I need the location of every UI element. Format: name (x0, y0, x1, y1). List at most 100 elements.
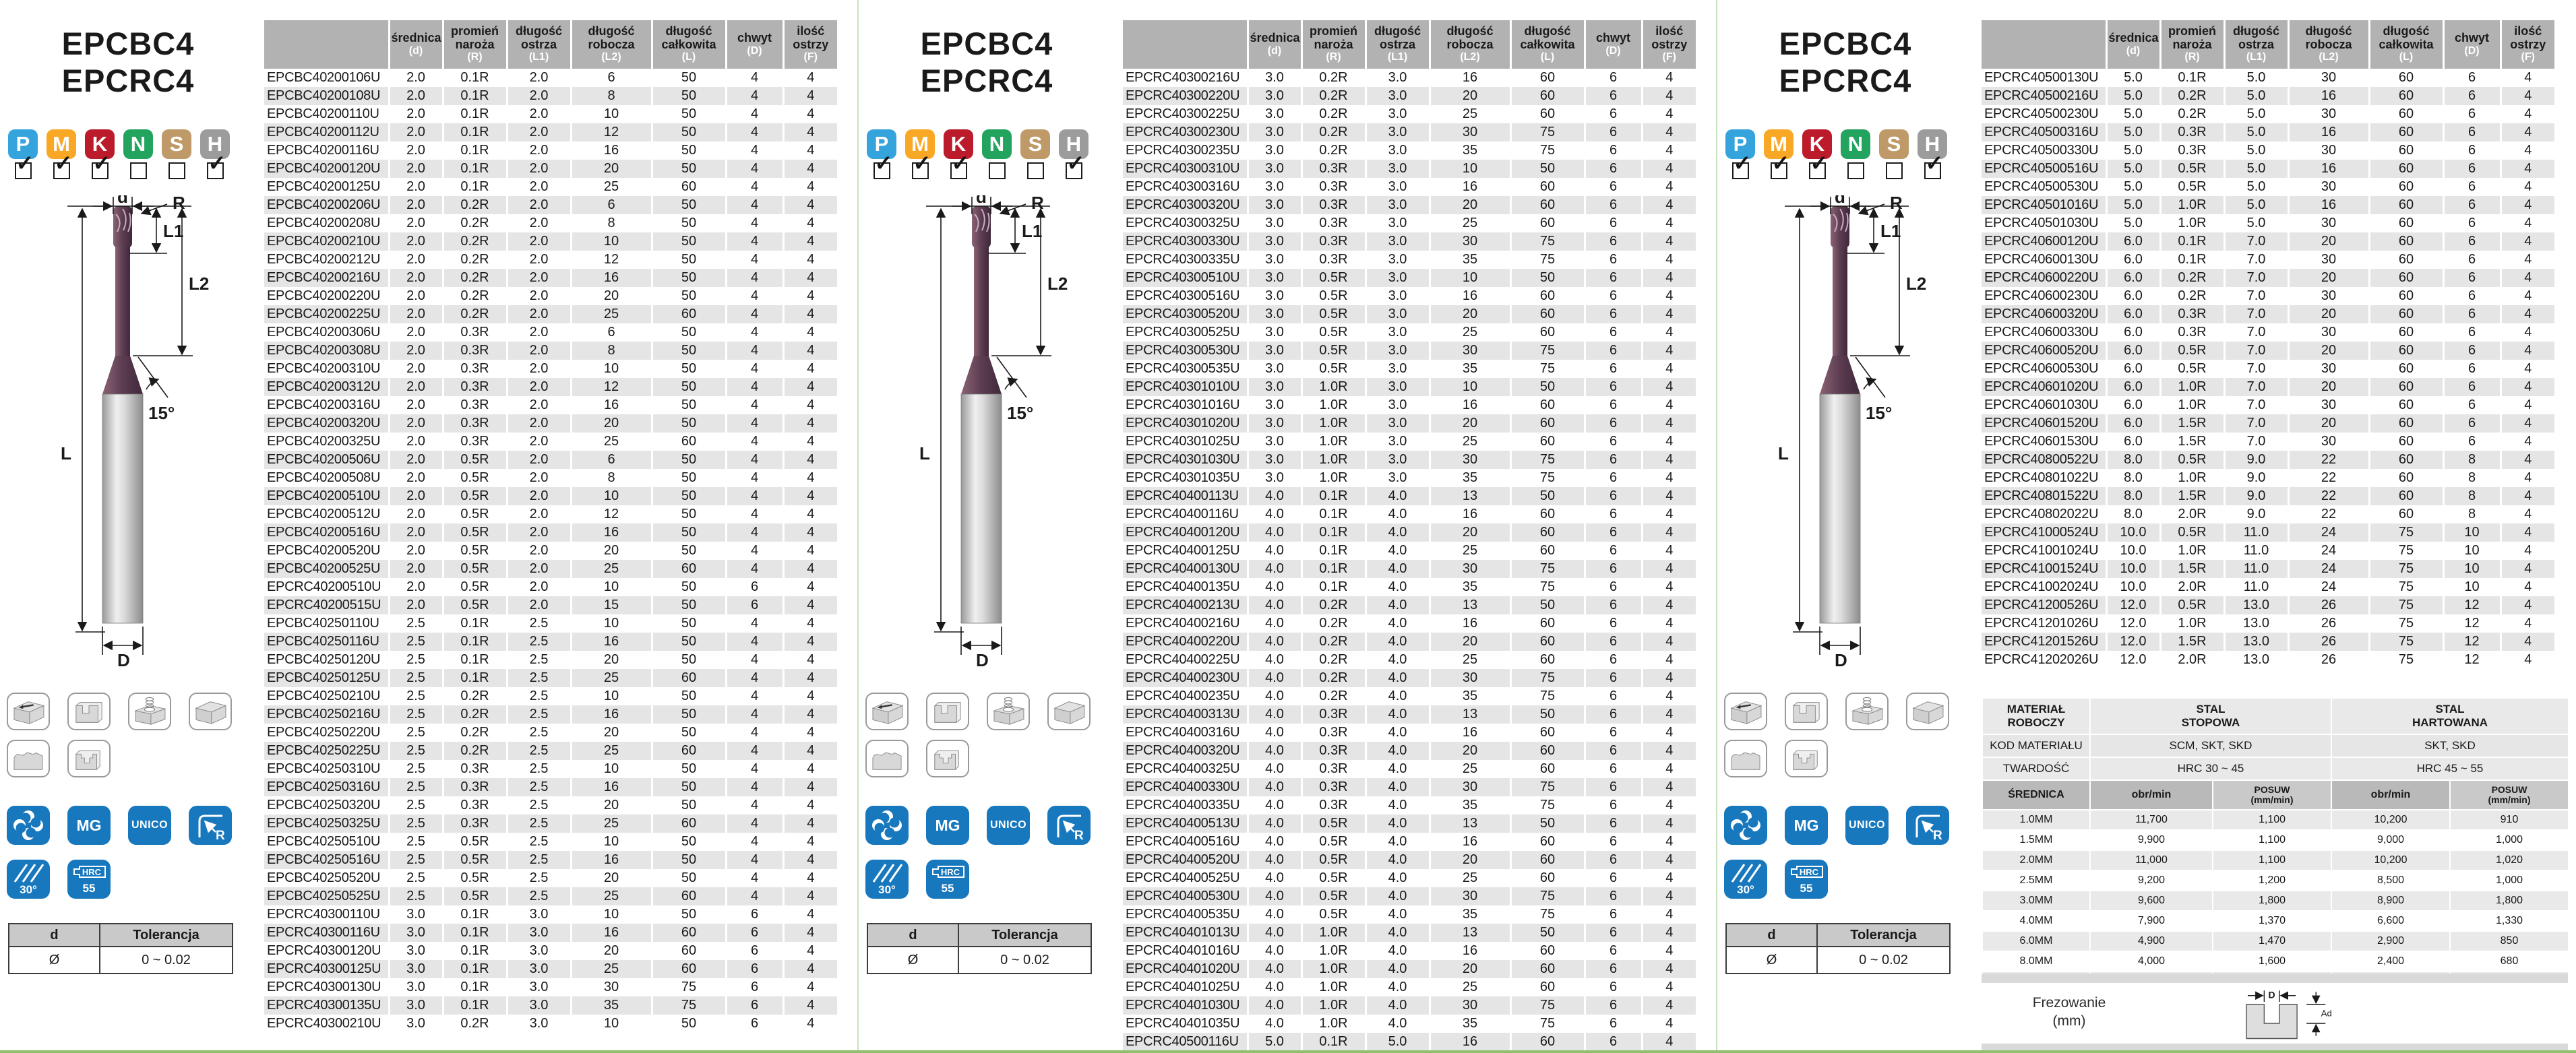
iso-badge-M: M (905, 129, 935, 159)
face-milling-icon (1724, 693, 1767, 730)
srednica-subheader: ŚREDNICA (1982, 779, 2091, 810)
column-header-dlugosc-calkowita: długość całkowita (L) (1509, 20, 1585, 69)
unico-badge: UNICO (987, 806, 1030, 845)
column-header-dlugosc-ostrza: długość ostrza (L1) (505, 20, 571, 69)
checkbox-M: ✓ (53, 152, 72, 179)
svg-text:15°: 15° (1866, 403, 1892, 423)
product-row: EPCRC40400230U 4.0 0.2R 4.0 30 75 6 4 (1123, 669, 1696, 687)
product-row: EPCBC40250110U 2.5 0.1R 2.5 10 50 4 4 (264, 614, 837, 633)
product-row: EPCRC40500116U 5.0 0.1R 5.0 16 60 6 4 (1123, 1033, 1696, 1051)
svg-text:D: D (1835, 650, 1847, 667)
feature-icons-row-2: 30° HRC 55 (1724, 860, 1828, 899)
product-row: EPCBC40200216U 2.0 0.2R 2.0 16 50 4 4 (264, 269, 837, 287)
slot-milling-icon (1785, 693, 1828, 730)
product-row: EPCBC40250120U 2.5 0.1R 2.5 20 50 4 4 (264, 651, 837, 669)
svg-text:L1: L1 (1022, 221, 1042, 241)
product-row: EPCRC40801522U 8.0 1.5R 9.0 22 60 8 4 (1982, 487, 2554, 505)
product-row: EPCRC40200515U 2.0 0.5R 2.0 15 50 6 4 (264, 596, 837, 614)
product-table-header: średnica (d) promień naroża (R) długość os… (264, 20, 837, 69)
product-row: EPCRC40301025U 3.0 1.0R 3.0 25 60 6 4 (1123, 433, 1696, 451)
product-row: EPCRC40300335U 3.0 0.3R 3.0 35 75 6 4 (1123, 251, 1696, 269)
svg-text:R: R (216, 829, 225, 841)
corner-radius-icon: R (1047, 806, 1091, 845)
dimension-lines (67, 197, 193, 655)
frezowanie-label: Frezowanie (mm) (2032, 995, 2106, 1029)
material-row: 6.0MM 4,900 1,470 2,900 850 (1982, 930, 2570, 952)
product-row: EPCBC40200125U 2.0 0.1R 2.0 25 60 4 4 (264, 178, 837, 196)
iso-material-checkboxes: ✓ ✓ ✓ ✓ (8, 152, 230, 179)
product-table-body: EPCBC40200106U 2.0 0.1R 2.0 6 50 4 4 EPCBC402001… (264, 69, 837, 1033)
iso-badge-H: H (200, 129, 230, 159)
product-row: EPCRC40400320U 4.0 0.3R 4.0 20 60 6 4 (1123, 742, 1696, 760)
helical-plunge-icon (1845, 693, 1889, 730)
stal-stopowa-header: STAL STOPOWA (2089, 697, 2332, 735)
product-row: EPCBC40200116U 2.0 0.1R 2.0 16 50 4 4 (264, 141, 837, 160)
svg-text:L: L (919, 443, 930, 464)
product-table-2: średnica (d) promień naroża (R) długość os… (1123, 20, 1696, 1051)
product-row: EPCBC40200516U 2.0 0.5R 2.0 16 50 4 4 (264, 523, 837, 542)
product-row: EPCRC40400130U 4.0 0.1R 4.0 30 75 6 4 (1123, 560, 1696, 578)
product-row: EPCRC40300325U 3.0 0.3R 3.0 25 60 6 4 (1123, 214, 1696, 232)
product-row: EPCBC40250210U 2.5 0.2R 2.5 10 50 4 4 (264, 687, 837, 705)
product-row: EPCBC40200312U 2.0 0.3R 2.0 12 50 4 4 (264, 378, 837, 396)
product-row: EPCBC40250125U 2.5 0.1R 2.5 25 60 4 4 (264, 669, 837, 687)
product-row: EPCRC41202026U 12.0 2.0R 13.0 26 75 12 4 (1982, 651, 2554, 669)
column-header-ilosc-ostrzy: ilość ostrzy (F) (1640, 20, 1696, 69)
product-row: EPCRC40601020U 6.0 1.0R 7.0 20 60 6 4 (1982, 378, 2554, 396)
product-row: EPCRC40300310U 3.0 0.3R 3.0 10 50 6 4 (1123, 160, 1696, 178)
unico-badge: UNICO (1845, 806, 1889, 845)
product-row: EPCRC40500216U 5.0 0.2R 5.0 16 60 6 4 (1982, 87, 2554, 105)
product-row: EPCBC40200325U 2.0 0.3R 2.0 25 60 4 4 (264, 433, 837, 451)
product-row: EPCRC40400535U 4.0 0.5R 4.0 35 75 6 4 (1123, 905, 1696, 924)
product-row: EPCBC40250116U 2.5 0.1R 2.5 16 50 4 4 (264, 633, 837, 651)
svg-text:R: R (1031, 195, 1044, 213)
twardosc-hartowana: HRC 45 ~ 55 (2330, 757, 2570, 781)
product-row: EPCBC40200320U 2.0 0.3R 2.0 20 50 4 4 (264, 414, 837, 433)
iso-badge-M: M (1764, 129, 1793, 159)
product-row: EPCBC40250325U 2.5 0.3R 2.5 25 60 4 4 (264, 815, 837, 833)
product-row: EPCRC40300110U 3.0 0.1R 3.0 10 50 6 4 (264, 905, 837, 924)
twardosc-stopowa: HRC 30 ~ 45 (2089, 757, 2332, 781)
product-row: EPCRC40400216U 4.0 0.2R 4.0 16 60 6 4 (1123, 614, 1696, 633)
product-row: EPCRC40600120U 6.0 0.1R 7.0 20 60 6 4 (1982, 232, 2554, 251)
iso-badge-S: S (1879, 129, 1909, 159)
product-row: EPCRC40400335U 4.0 0.3R 4.0 35 75 6 4 (1123, 796, 1696, 815)
iso-badge-K: K (85, 129, 115, 159)
svg-text:15°: 15° (148, 403, 175, 423)
product-row: EPCBC40250316U 2.5 0.3R 2.5 16 50 4 4 (264, 778, 837, 796)
product-row: EPCRC40802022U 8.0 2.0R 9.0 22 60 8 4 (1982, 505, 2554, 523)
iso-material-checkboxes: ✓ ✓ ✓ ✓ (1725, 152, 1947, 179)
iso-badge-K: K (944, 129, 973, 159)
product-row: EPCRC40600520U 6.0 0.5R 7.0 20 60 6 4 (1982, 342, 2554, 360)
helix-30-icon: 30° (865, 860, 909, 899)
product-table-header: średnica (d) promień naroża (R) długość os… (1123, 20, 1696, 69)
corner-radius-icon: R (189, 806, 232, 845)
product-row: EPCRC41200526U 12.0 0.5R 13.0 26 75 12 4 (1982, 596, 2554, 614)
checkbox-S (1885, 162, 1903, 179)
side-milling-icon (1906, 693, 1949, 730)
tolerance-header-d: d (867, 923, 959, 947)
checkbox-H: ✓ (1924, 152, 1943, 179)
product-table-header: średnica (d) promień naroża (R) długość os… (1982, 20, 2554, 69)
product-row: EPCRC40300210U 3.0 0.2R 3.0 10 50 6 4 (264, 1015, 837, 1033)
product-row: EPCRC40300116U 3.0 0.1R 3.0 16 60 6 4 (264, 924, 837, 942)
product-row: EPCBC40250510U 2.5 0.5R 2.5 10 50 4 4 (264, 833, 837, 851)
svg-text:Ad: Ad (2321, 1009, 2332, 1019)
product-row: EPCRC40401020U 4.0 1.0R 4.0 20 60 6 4 (1123, 960, 1696, 978)
column-header-promien: promień naroża (R) (1300, 20, 1366, 69)
obr-min-subheader-1: obr/min (2089, 779, 2213, 810)
column-header-code (1982, 20, 2106, 69)
iso-badge-S: S (1020, 129, 1050, 159)
svg-text:L: L (61, 443, 71, 464)
tool-dimension-drawing: d R L1 L2 L 15° D (919, 195, 1068, 667)
tolerance-header-d: d (1725, 923, 1818, 947)
product-row: EPCRC40300220U 3.0 0.2R 3.0 20 60 6 4 (1123, 87, 1696, 105)
side-milling-icon (1047, 693, 1091, 730)
feature-icons-row-1: MG UNICO R (1724, 806, 1949, 845)
feature-icons-row-2: 30° HRC 55 (865, 860, 969, 899)
product-row: EPCRC40300520U 3.0 0.5R 3.0 20 60 6 4 (1123, 305, 1696, 323)
feature-icons-row-1: MG UNICO R (7, 806, 232, 845)
product-row: EPCBC40200308U 2.0 0.3R 2.0 8 50 4 4 (264, 342, 837, 360)
material-code-row: KOD MATERIAŁU SCM, SKT, SKD SKT, SKD (1982, 734, 2570, 758)
